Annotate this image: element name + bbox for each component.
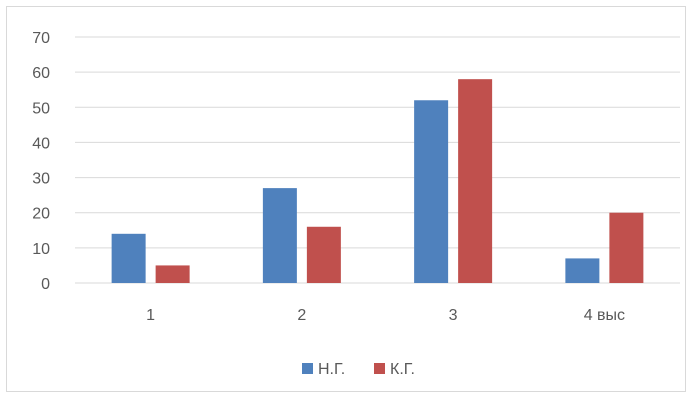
- x-tick-label: 3: [449, 307, 458, 324]
- gridlines: [75, 36, 680, 284]
- y-axis-tick-labels: 0 10 20 30 40 50 60 70: [32, 30, 50, 293]
- x-tick-label: 2: [297, 307, 306, 324]
- legend-label-kg: К.Г.: [390, 361, 415, 378]
- bar-ng-3: [414, 100, 449, 283]
- x-tick-label: 1: [146, 307, 155, 324]
- legend-swatch-ng: [302, 363, 313, 374]
- bar-ng-4: [565, 258, 600, 283]
- y-tick-label: 30: [32, 171, 50, 188]
- y-tick-label: 10: [32, 241, 50, 258]
- bar-kg-1: [155, 265, 190, 283]
- y-tick-label: 70: [32, 30, 50, 47]
- y-tick-label: 50: [32, 100, 50, 117]
- legend: Н.Г. К.Г.: [302, 361, 415, 378]
- chart-area: 0 10 20 30 40 50 60 70 1 2 3 4 выс Н.Г. К.Г.: [6, 6, 686, 392]
- bar-kg-2: [306, 226, 341, 283]
- bar-ng-1: [111, 233, 146, 283]
- bar-kg-4: [609, 212, 644, 283]
- x-axis-tick-labels: 1 2 3 4 выс: [146, 307, 625, 324]
- y-tick-label: 40: [32, 135, 50, 152]
- bar-ng-2: [262, 188, 297, 283]
- bar-kg-3: [458, 79, 493, 284]
- x-tick-label: 4 выс: [584, 307, 625, 324]
- y-tick-label: 60: [32, 65, 50, 82]
- y-tick-label: 20: [32, 206, 50, 223]
- legend-label-ng: Н.Г.: [318, 361, 345, 378]
- bars: [111, 79, 644, 284]
- legend-swatch-kg: [374, 363, 385, 374]
- y-tick-label: 0: [41, 276, 50, 293]
